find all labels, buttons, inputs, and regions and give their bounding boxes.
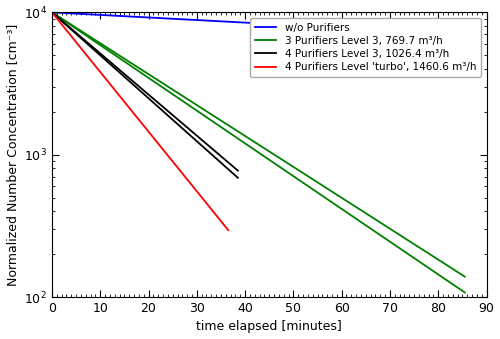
Line: 3 Purifiers Level 3, 769.7 m³/h: 3 Purifiers Level 3, 769.7 m³/h xyxy=(52,12,465,277)
4 Purifiers Level 3, 1026.4 m³/h xyxy=(124,74,130,78)
w/o Purifiers xyxy=(49,10,55,14)
4 Purifiers Level 'turbo', 1460.6 m³/h xyxy=(186,180,192,184)
4 Purifiers Level 'turbo', 1460.6 m³/h xyxy=(67,33,73,37)
3 Purifiers Level 3, 769.7 m³/h xyxy=(462,275,468,279)
w/o Purifiers xyxy=(216,19,222,23)
3 Purifiers Level 3, 769.7 m³/h xyxy=(332,192,338,196)
w/o Purifiers xyxy=(462,32,468,36)
4 Purifiers Level 3, 1026.4 m³/h xyxy=(68,26,74,31)
w/o Purifiers xyxy=(378,28,384,32)
X-axis label: time elapsed [minutes]: time elapsed [minutes] xyxy=(196,320,342,334)
w/o Purifiers xyxy=(332,25,338,29)
w/o Purifiers xyxy=(91,13,97,17)
4 Purifiers Level 'turbo', 1460.6 m³/h xyxy=(120,98,126,102)
Line: w/o Purifiers: w/o Purifiers xyxy=(52,12,465,34)
3 Purifiers Level 3, 769.7 m³/h xyxy=(378,221,384,225)
4 Purifiers Level 3, 1026.4 m³/h xyxy=(194,134,200,138)
4 Purifiers Level 'turbo', 1460.6 m³/h xyxy=(170,160,176,164)
4 Purifiers Level 3, 1026.4 m³/h xyxy=(198,137,203,141)
3 Purifiers Level 3, 769.7 m³/h xyxy=(49,10,55,14)
3 Purifiers Level 3, 769.7 m³/h xyxy=(216,117,222,121)
w/o Purifiers xyxy=(231,20,237,24)
4 Purifiers Level 'turbo', 1460.6 m³/h xyxy=(126,106,132,110)
4 Purifiers Level 3, 1026.4 m³/h xyxy=(49,10,55,14)
3 Purifiers Level 3, 769.7 m³/h xyxy=(231,127,237,131)
4 Purifiers Level 3, 1026.4 m³/h xyxy=(235,168,241,173)
Line: 4 Purifiers Level 3, 1026.4 m³/h: 4 Purifiers Level 3, 1026.4 m³/h xyxy=(52,12,238,171)
4 Purifiers Level 'turbo', 1460.6 m³/h xyxy=(190,184,196,188)
4 Purifiers Level 'turbo', 1460.6 m³/h xyxy=(49,10,55,14)
4 Purifiers Level 'turbo', 1460.6 m³/h xyxy=(225,228,231,232)
Legend: w/o Purifiers, 3 Purifiers Level 3, 769.7 m³/h, 4 Purifiers Level 3, 1026.4 m³/h: w/o Purifiers, 3 Purifiers Level 3, 769.… xyxy=(250,18,482,77)
w/o Purifiers xyxy=(371,27,377,32)
Y-axis label: Normalized Number Concentration [cm⁻³]: Normalized Number Concentration [cm⁻³] xyxy=(6,24,18,286)
3 Purifiers Level 3, 769.7 m³/h xyxy=(91,37,97,41)
4 Purifiers Level 3, 1026.4 m³/h xyxy=(131,80,137,84)
3 Purifiers Level 3, 769.7 m³/h xyxy=(371,216,377,220)
Line: 4 Purifiers Level 'turbo', 1460.6 m³/h: 4 Purifiers Level 'turbo', 1460.6 m³/h xyxy=(52,12,228,230)
4 Purifiers Level 3, 1026.4 m³/h xyxy=(176,119,182,123)
